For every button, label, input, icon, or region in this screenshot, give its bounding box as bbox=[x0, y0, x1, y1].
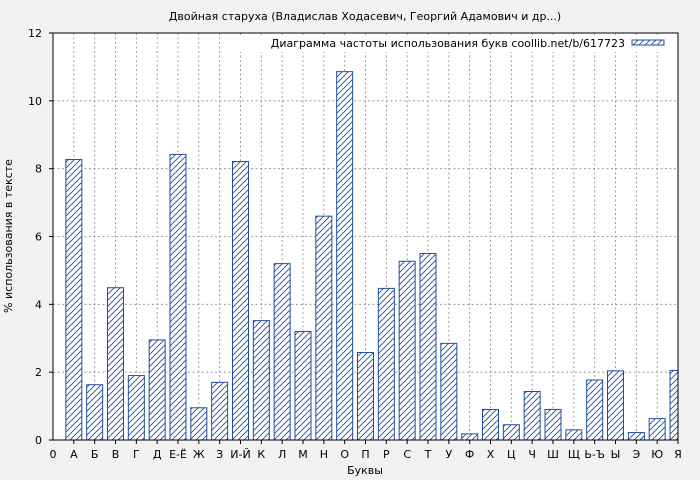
x-tick-label: П bbox=[361, 448, 369, 461]
x-tick-label: Т bbox=[424, 448, 432, 461]
x-tick-label: Ц bbox=[507, 448, 516, 461]
x-tick-label: И-Й bbox=[230, 448, 250, 461]
x-tick-label: Г bbox=[133, 448, 140, 461]
bar bbox=[107, 287, 124, 440]
x-tick-label: Ж bbox=[193, 448, 205, 461]
bar bbox=[294, 330, 312, 440]
y-tick-label: 6 bbox=[35, 231, 42, 244]
x-tick-label: Я bbox=[674, 448, 682, 461]
x-tick-label: Х bbox=[487, 448, 495, 461]
x-tick-label: О bbox=[340, 448, 349, 461]
chart-title: Двойная старуха (Владислав Ходасевич, Ге… bbox=[169, 10, 561, 23]
x-tick-label: Ы bbox=[611, 448, 621, 461]
bar bbox=[127, 375, 145, 440]
bar bbox=[232, 161, 249, 440]
x-tick-label: Е-Ё bbox=[169, 448, 187, 461]
bar bbox=[669, 369, 679, 440]
legend-box bbox=[240, 36, 670, 52]
bar bbox=[398, 260, 416, 440]
bar bbox=[565, 429, 583, 440]
x-tick-label: Щ bbox=[568, 448, 580, 461]
x-tick-label: Л bbox=[278, 448, 286, 461]
x-tick-label: Ч bbox=[528, 448, 536, 461]
bar bbox=[482, 408, 499, 440]
x-tick-label: Ф bbox=[465, 448, 474, 461]
x-tick-label: С bbox=[403, 448, 411, 461]
bar bbox=[190, 407, 208, 440]
x-tick-label: 0 bbox=[50, 448, 57, 461]
x-axis-label: Буквы bbox=[347, 464, 383, 477]
bar bbox=[377, 287, 395, 440]
bar bbox=[440, 342, 458, 440]
bars bbox=[65, 71, 679, 440]
bar bbox=[252, 320, 270, 440]
x-tick-label: М bbox=[298, 448, 308, 461]
y-tick-label: 4 bbox=[35, 298, 42, 311]
x-tick-label: К bbox=[257, 448, 265, 461]
bar bbox=[502, 424, 520, 440]
bar bbox=[211, 381, 229, 440]
x-tick-label: Р bbox=[383, 448, 390, 461]
bar bbox=[169, 153, 187, 440]
bar bbox=[627, 432, 645, 440]
y-tick-label: 0 bbox=[35, 434, 42, 447]
legend: Диаграмма частоты использования букв coo… bbox=[240, 36, 670, 52]
bar bbox=[523, 390, 541, 440]
x-tick-label: Ю bbox=[651, 448, 663, 461]
x-tick-label: Ш bbox=[547, 448, 559, 461]
x-tick-label: В bbox=[112, 448, 120, 461]
bar bbox=[419, 252, 437, 440]
x-tick-label: Э bbox=[632, 448, 640, 461]
bar bbox=[648, 418, 666, 440]
bar bbox=[357, 351, 374, 440]
bar bbox=[586, 379, 604, 440]
y-tick-label: 10 bbox=[28, 95, 42, 108]
bar bbox=[65, 159, 83, 440]
bar bbox=[607, 370, 624, 440]
x-tick-label: Ь-Ъ bbox=[584, 448, 605, 461]
bar bbox=[315, 215, 333, 440]
x-tick-label: З bbox=[216, 448, 223, 461]
x-tick-label: А bbox=[70, 448, 78, 461]
bar bbox=[544, 408, 562, 440]
x-tick-label: Д bbox=[153, 448, 162, 461]
bar bbox=[461, 433, 479, 440]
bar bbox=[273, 263, 291, 440]
bar bbox=[86, 384, 104, 440]
legend-label: Диаграмма частоты использования букв coo… bbox=[271, 37, 625, 50]
y-tick-label: 8 bbox=[35, 163, 42, 176]
y-tick-label: 2 bbox=[35, 366, 42, 379]
y-tick-label: 12 bbox=[28, 27, 42, 40]
bar bbox=[148, 339, 166, 440]
y-axis-label: % использования в тексте bbox=[2, 159, 15, 313]
bar bbox=[336, 71, 354, 440]
x-tick-label: У bbox=[445, 448, 452, 461]
x-tick-label: Н bbox=[320, 448, 328, 461]
x-tick-label: Б bbox=[91, 448, 99, 461]
legend-swatch bbox=[631, 39, 665, 46]
